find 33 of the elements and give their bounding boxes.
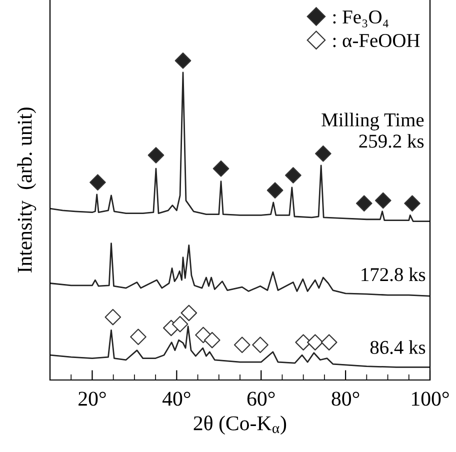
series-label: 172.8 ks <box>362 267 426 282</box>
point <box>266 182 284 198</box>
point <box>212 160 230 177</box>
point <box>130 328 146 346</box>
annotation: 259.2 ks <box>359 134 424 148</box>
x-axis-title: 2θ (Co-K$_{α}$) <box>194 416 286 435</box>
x-tick-label: 100° <box>412 392 449 406</box>
point <box>204 332 220 348</box>
x-tick-label: 60° <box>247 392 275 406</box>
point <box>315 145 332 162</box>
point <box>148 147 164 164</box>
point <box>306 334 324 350</box>
point <box>90 174 106 190</box>
x-tick-label: 20° <box>78 392 106 406</box>
point <box>180 304 198 322</box>
annotation: Milling Time <box>322 112 424 130</box>
y-axis-title: Intensity (arb. unit) <box>17 108 36 273</box>
point <box>356 195 372 212</box>
legend-label: : Fe₃O₄ <box>333 10 388 28</box>
legend-label: : α-FeOOH <box>333 34 420 48</box>
series-label: 86.4 ks <box>370 340 426 354</box>
point <box>234 336 250 354</box>
point <box>252 336 268 354</box>
point <box>172 316 188 332</box>
x-tick-label: 80° <box>332 392 360 406</box>
point <box>104 308 122 326</box>
x-tick-label: 40° <box>162 392 190 406</box>
point <box>374 192 392 209</box>
point <box>295 334 312 350</box>
point <box>404 195 420 212</box>
point <box>174 52 192 69</box>
point <box>285 167 302 184</box>
point <box>320 334 338 350</box>
